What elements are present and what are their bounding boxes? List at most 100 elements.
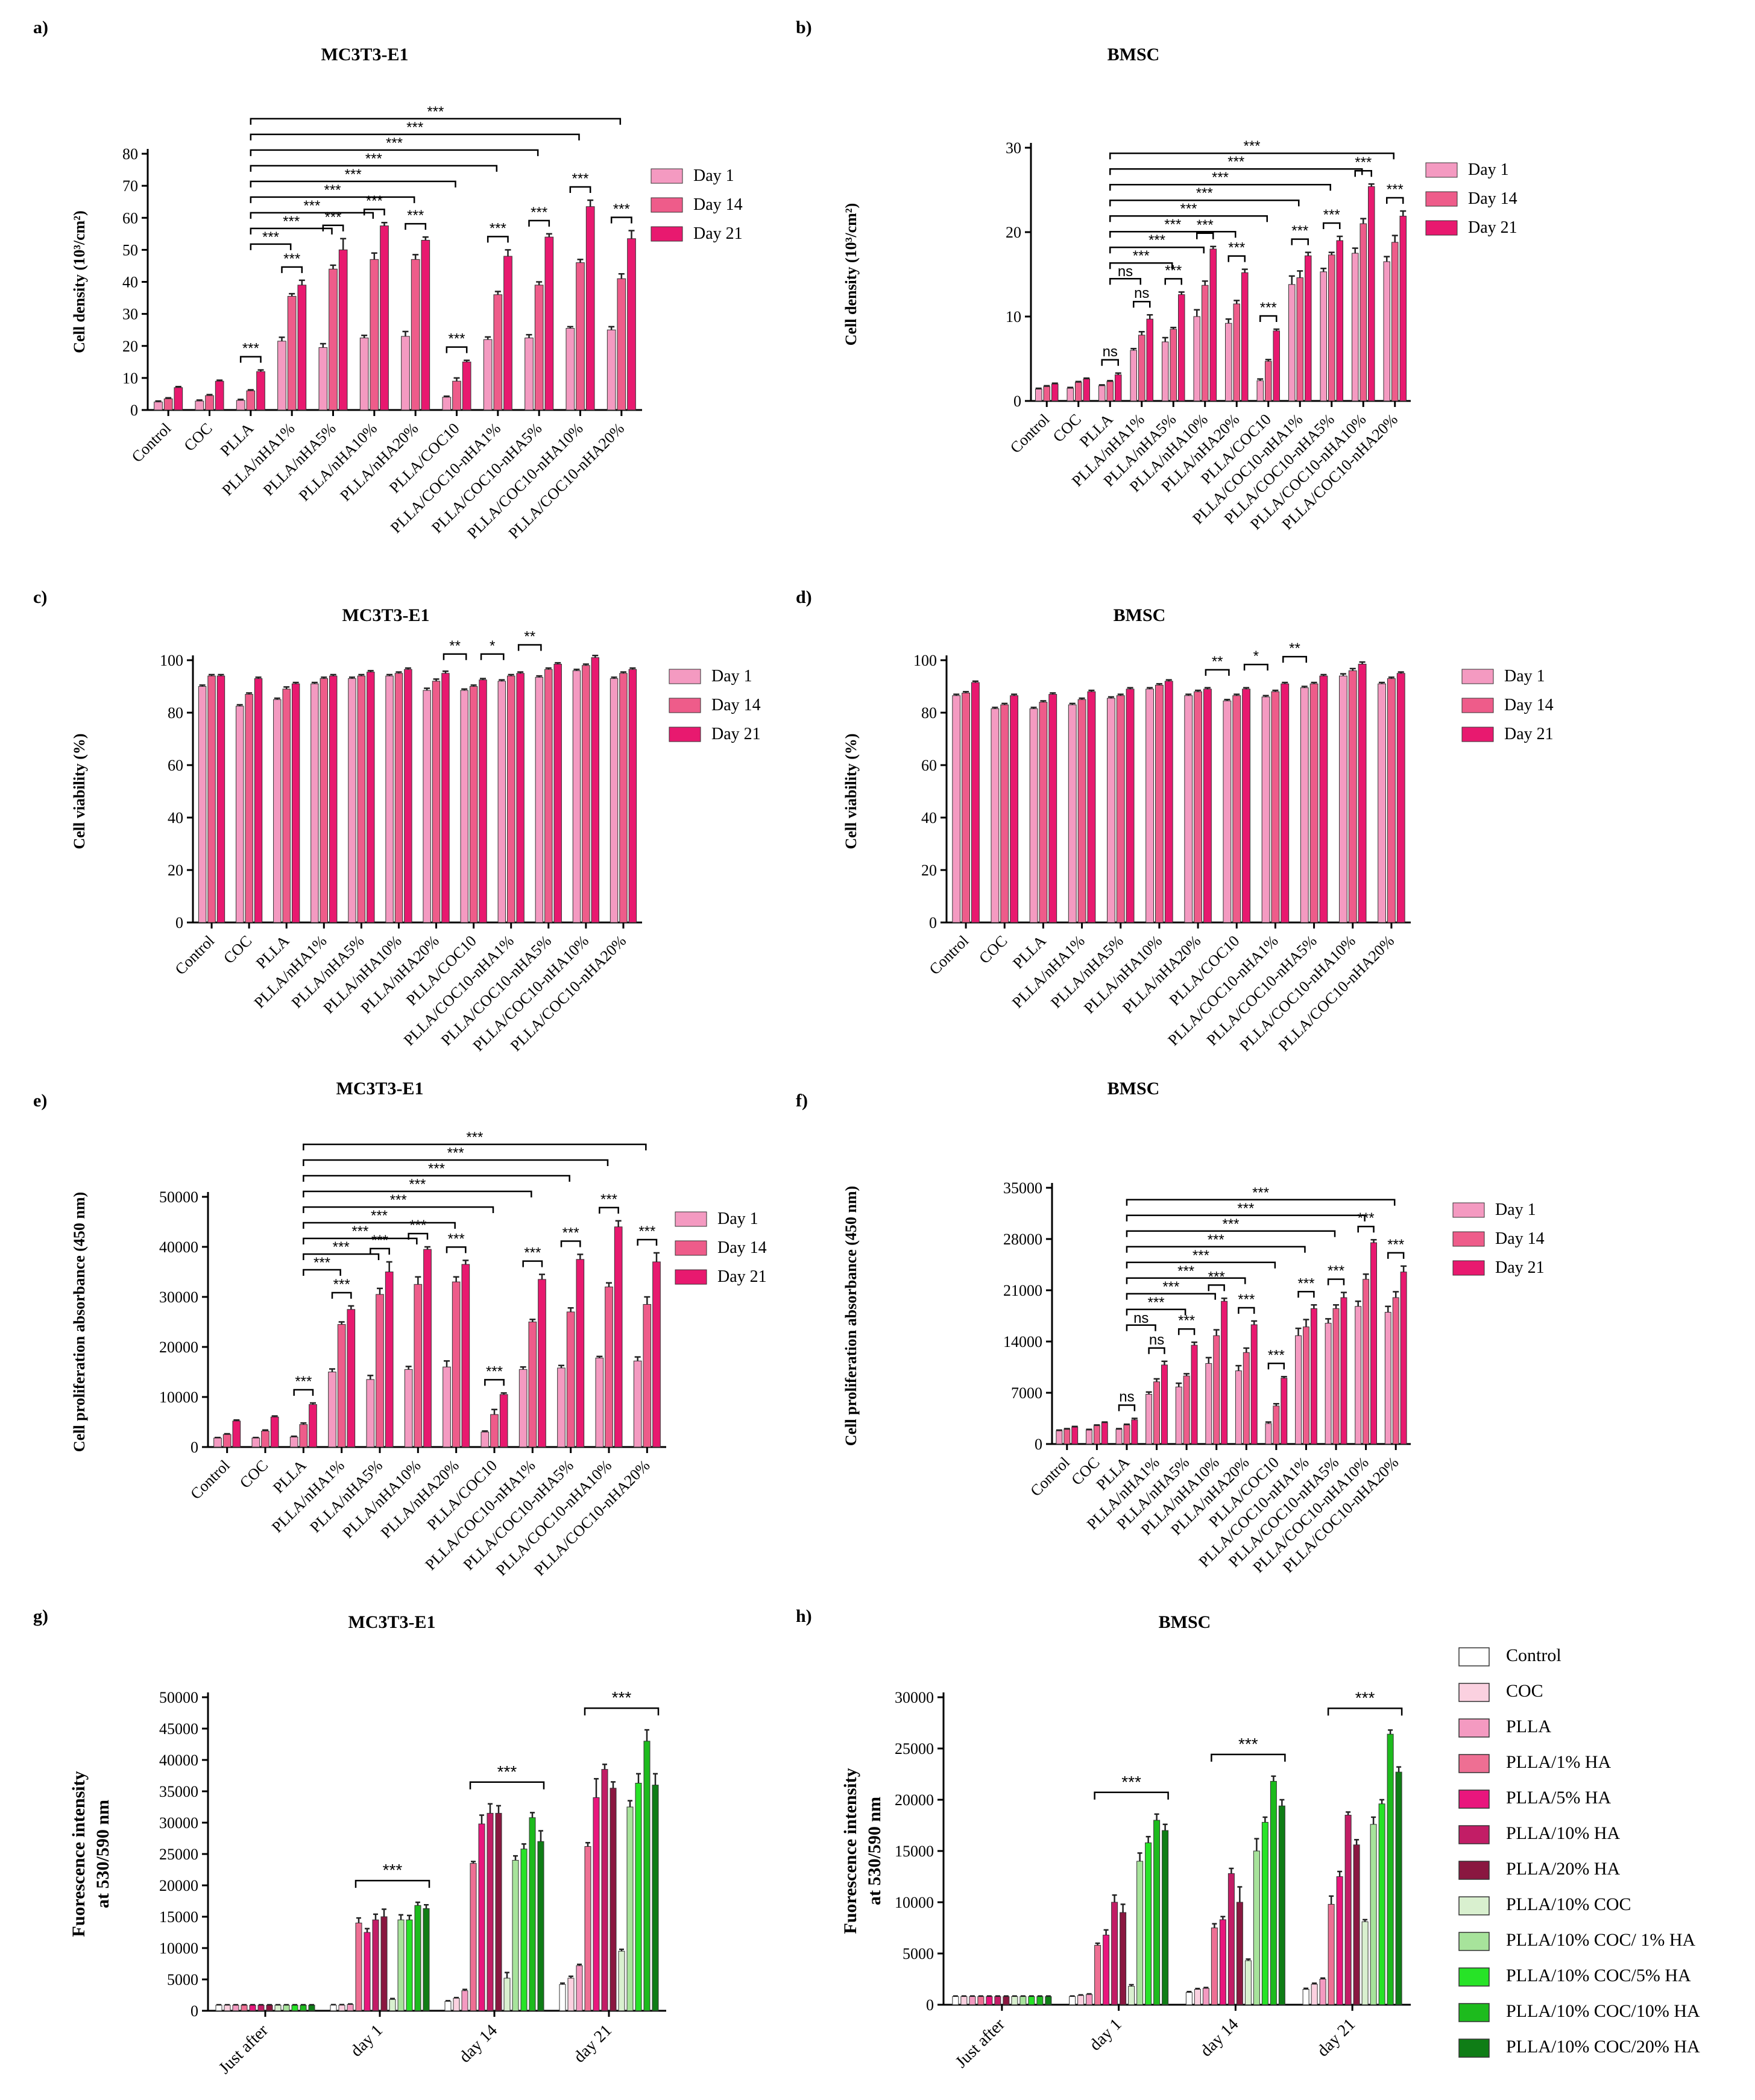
significance-bracket bbox=[1387, 1252, 1405, 1259]
x-tick-label: COC bbox=[975, 932, 1010, 967]
significance-bracket bbox=[1148, 1347, 1165, 1354]
significance-bracket bbox=[281, 266, 303, 273]
bar-series-2 bbox=[338, 2005, 345, 2011]
significance-bracket bbox=[446, 1246, 467, 1253]
significance-bracket bbox=[1101, 359, 1119, 366]
significance-bracket bbox=[1126, 1246, 1306, 1253]
y-tick-label: 20000 bbox=[159, 1877, 198, 1894]
significance-label: *** bbox=[386, 135, 403, 151]
y-axis-label: Cell viability (%) bbox=[71, 733, 88, 849]
bar-day1 bbox=[1056, 1430, 1063, 1445]
bar-series-7 bbox=[1120, 1912, 1127, 2005]
chart-title: BMSC bbox=[1114, 605, 1166, 625]
legend-swatch bbox=[1458, 1967, 1490, 1987]
bar-day1 bbox=[1068, 704, 1077, 923]
significance-label: *** bbox=[1237, 1200, 1254, 1217]
significance-label: *** bbox=[366, 193, 383, 209]
bar-series-8 bbox=[1361, 1921, 1369, 2005]
bar-day1 bbox=[1115, 1429, 1123, 1445]
bar-day21 bbox=[538, 1279, 546, 1448]
bar-day1 bbox=[442, 397, 452, 411]
significance-bracket bbox=[250, 227, 333, 235]
bar-day1 bbox=[1235, 1370, 1242, 1445]
legend-swatch bbox=[669, 698, 701, 713]
x-tick-label: Control bbox=[172, 932, 218, 979]
bar-day21 bbox=[499, 1394, 508, 1448]
y-axis-label: Cell viability (%) bbox=[842, 733, 860, 849]
bar-series-2 bbox=[567, 1978, 575, 2011]
significance-label: ns bbox=[1118, 263, 1133, 280]
bar-series-7 bbox=[380, 1916, 388, 2011]
legend-label: PLLA/10% HA bbox=[1506, 1823, 1620, 1843]
legend-label: PLLA/1% HA bbox=[1506, 1752, 1611, 1772]
bar-day21 bbox=[516, 673, 525, 923]
significance-label: *** bbox=[466, 1129, 483, 1146]
significance-bracket bbox=[1357, 1225, 1375, 1233]
legend-label: Day 1 bbox=[1468, 160, 1509, 179]
bar-day21 bbox=[1209, 248, 1217, 402]
bar-day14 bbox=[1296, 277, 1303, 402]
significance-label: ** bbox=[1212, 654, 1223, 670]
legend-swatch bbox=[1461, 669, 1494, 684]
bar-series-6 bbox=[487, 1812, 494, 2011]
bar-day21 bbox=[421, 239, 430, 411]
significance-label: *** bbox=[1222, 1216, 1239, 1232]
significance-label: *** bbox=[1164, 216, 1181, 233]
bar-day21 bbox=[216, 675, 225, 923]
significance-label: *** bbox=[1148, 232, 1165, 248]
significance-bracket bbox=[517, 644, 542, 651]
significance-bracket bbox=[1267, 1363, 1285, 1370]
bar-day1 bbox=[525, 337, 534, 411]
significance-bracket bbox=[1227, 255, 1246, 262]
bar-day21 bbox=[1010, 695, 1018, 923]
bar-day21 bbox=[553, 664, 562, 923]
bar-day1 bbox=[318, 347, 328, 411]
y-tick-label: 70 bbox=[122, 177, 138, 195]
bar-day14 bbox=[1360, 223, 1367, 402]
significance-bracket bbox=[250, 180, 456, 188]
bar-day1 bbox=[518, 1369, 528, 1448]
bar-day14 bbox=[245, 694, 253, 923]
legend-label: COC bbox=[1506, 1681, 1543, 1701]
legend-label: PLLA bbox=[1506, 1717, 1551, 1736]
y-tick-label: 14000 bbox=[1003, 1333, 1042, 1351]
significance-label: *** bbox=[490, 220, 506, 236]
bar-day14 bbox=[246, 390, 256, 411]
y-tick-label: 25000 bbox=[895, 1740, 934, 1758]
bar-series-10 bbox=[635, 1782, 642, 2011]
panel-label: f) bbox=[796, 1091, 808, 1111]
bar-series-5 bbox=[364, 1932, 371, 2011]
significance-bracket bbox=[1126, 1308, 1186, 1316]
bar-day14 bbox=[534, 285, 544, 411]
bar-day1 bbox=[1288, 284, 1296, 402]
bar-series-3 bbox=[347, 2004, 354, 2011]
bar-day14 bbox=[452, 380, 461, 411]
significance-bracket bbox=[370, 1247, 390, 1255]
bar-series-11 bbox=[300, 2005, 307, 2011]
bar-day14 bbox=[1233, 303, 1240, 402]
bar-series-7 bbox=[266, 2005, 273, 2011]
bar-day14 bbox=[320, 678, 328, 923]
bar-series-6 bbox=[994, 1996, 1001, 2005]
significance-label: *** bbox=[486, 1363, 503, 1380]
significance-label: *** bbox=[572, 171, 588, 187]
bar-day21 bbox=[1115, 374, 1122, 402]
significance-bracket bbox=[1259, 315, 1278, 322]
bar-day21 bbox=[256, 371, 265, 411]
significance-label: * bbox=[1253, 648, 1259, 664]
bar-series-5 bbox=[593, 1797, 600, 2011]
significance-label: *** bbox=[345, 166, 362, 183]
bar-series-1 bbox=[330, 2005, 337, 2011]
bar-day1 bbox=[1265, 1423, 1272, 1445]
y-tick-label: 0 bbox=[1013, 393, 1021, 410]
bar-series-2 bbox=[960, 1996, 968, 2005]
bar-day14 bbox=[490, 1414, 499, 1448]
bar-day14 bbox=[205, 395, 214, 411]
bar-day14 bbox=[414, 1284, 423, 1448]
bar-day14 bbox=[1213, 1335, 1220, 1445]
bar-day21 bbox=[652, 1261, 661, 1448]
bar-series-5 bbox=[478, 1823, 485, 2011]
bar-day1 bbox=[1378, 683, 1387, 923]
panel-label: a) bbox=[33, 17, 48, 37]
legend-label: Day 1 bbox=[1504, 667, 1545, 686]
